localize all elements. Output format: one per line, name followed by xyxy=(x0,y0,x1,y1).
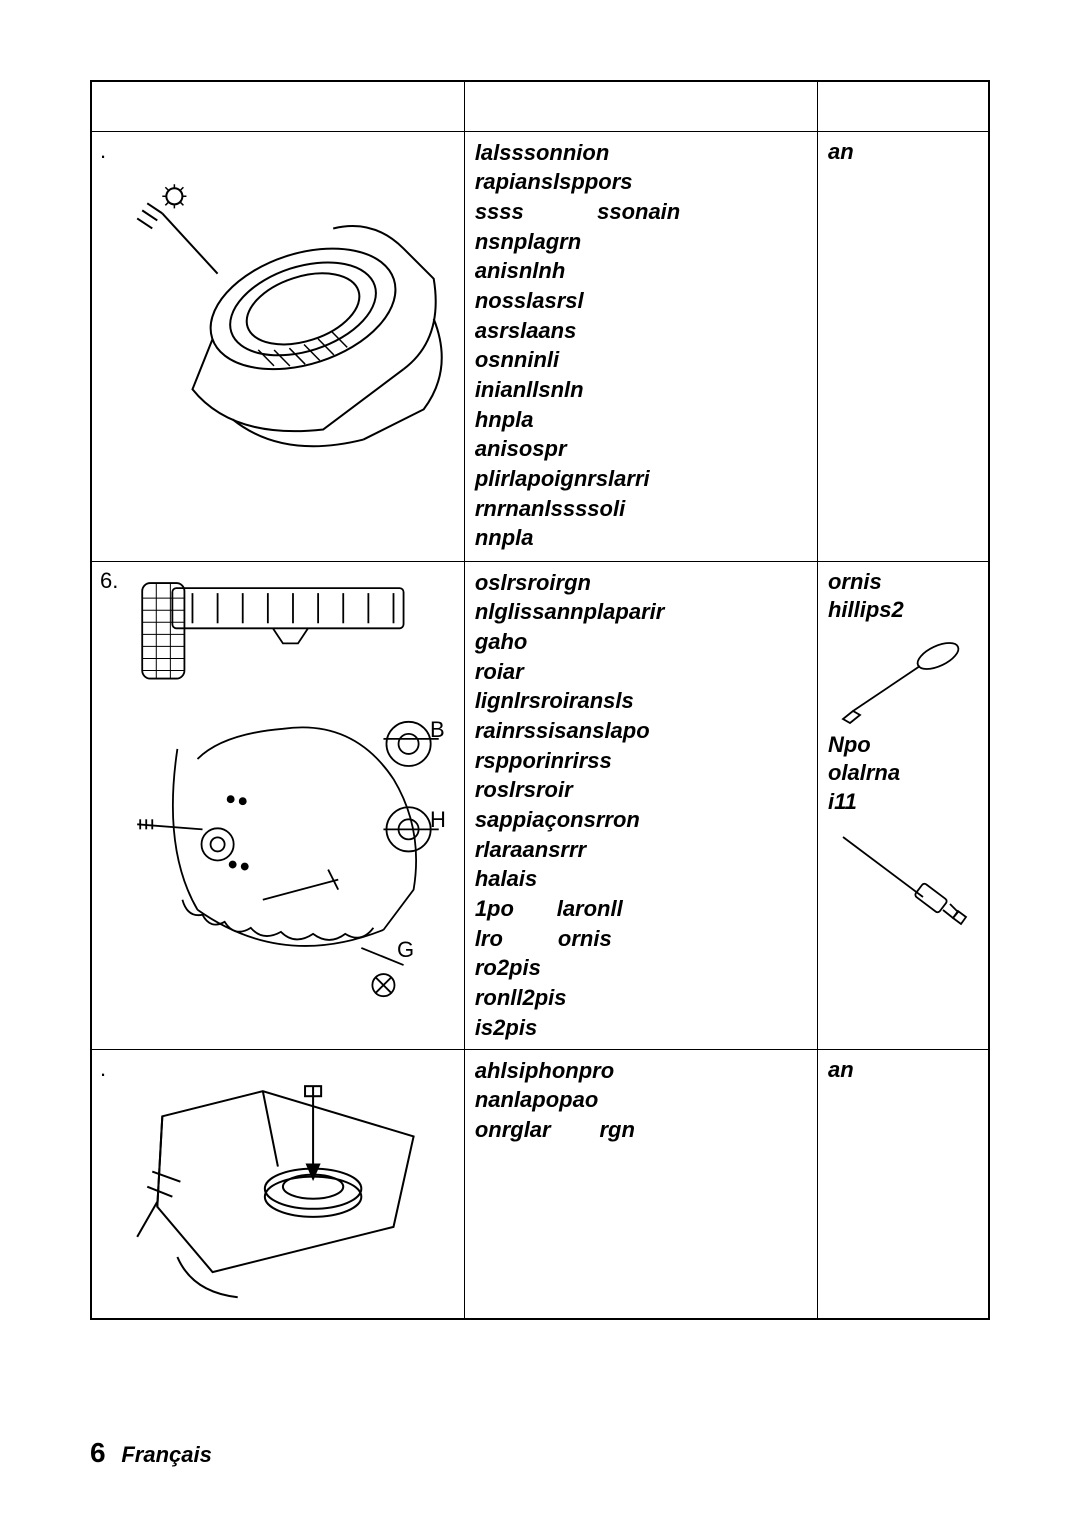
description-cell-7: ahlsiphonpro nanlapopao onrglar rgn xyxy=(464,1049,817,1319)
table-header-row xyxy=(91,81,989,131)
desc-line: gaho xyxy=(475,627,807,657)
footer-language: Français xyxy=(121,1442,212,1467)
desc-line: nsnplagrn xyxy=(475,227,807,257)
tool-cell-7: an xyxy=(817,1049,989,1319)
tool-line: an xyxy=(828,138,978,167)
desc-line: halais xyxy=(475,864,807,894)
illustration-cell-7: . xyxy=(91,1049,464,1319)
page-number: 6 xyxy=(90,1437,106,1468)
tool-line: olalrna xyxy=(828,759,978,788)
desc-line: roiar xyxy=(475,657,807,687)
desc-line: ro2pis xyxy=(475,953,807,983)
desc-line: plirlapoignrslarri xyxy=(475,464,807,494)
step-number: . xyxy=(100,1056,106,1082)
desc-line: asrslaans xyxy=(475,316,807,346)
fuel-cap-illustration-icon xyxy=(102,1056,454,1307)
tool-line: i11 xyxy=(828,788,978,817)
tool-line: ornis xyxy=(828,568,978,597)
desc-line: lignlrsroiransls xyxy=(475,686,807,716)
screwdriver-icon xyxy=(828,631,968,731)
header-tool xyxy=(817,81,989,131)
tool-cell-6: ornis hillips2 Npo olalrna i11 xyxy=(817,561,989,1049)
table-row: . xyxy=(91,131,989,561)
desc-line: rapianslsppors xyxy=(475,167,807,197)
desc-line: nanlapopao xyxy=(475,1085,807,1115)
illustration-cell-6: 6. xyxy=(91,561,464,1049)
desc-line: ssss ssonain xyxy=(475,197,807,227)
step-number: 6. xyxy=(100,568,118,594)
desc-line: lro ornis xyxy=(475,924,807,954)
page-footer: 6 Français xyxy=(90,1437,212,1469)
desc-line: osnninli xyxy=(475,345,807,375)
description-cell-5: lalsssonnion rapianslsppors ssss ssonain… xyxy=(464,131,817,561)
callout-label-h: H xyxy=(430,807,446,833)
tool-line: hillips2 xyxy=(828,596,978,625)
desc-line: nnpla xyxy=(475,523,807,553)
tool-line: an xyxy=(828,1056,978,1085)
header-illus xyxy=(91,81,464,131)
desc-line: is2pis xyxy=(475,1013,807,1043)
socket-wrench-icon xyxy=(828,822,968,932)
callout-label-g: G xyxy=(397,937,414,963)
desc-line: oslrsroirgn xyxy=(475,568,807,598)
desc-line: lalsssonnion xyxy=(475,138,807,168)
table-row: . ahlsiphonpro xyxy=(91,1049,989,1319)
desc-line: hnpla xyxy=(475,405,807,435)
description-cell-6: oslrsroirgn nlglissannplaparir gaho roia… xyxy=(464,561,817,1049)
desc-line: rlaraansrrr xyxy=(475,835,807,865)
desc-line: 1po laronll xyxy=(475,894,807,924)
callout-label-b: B xyxy=(430,717,445,743)
tool-cell-5: an xyxy=(817,131,989,561)
desc-line: rspporinrirss xyxy=(475,746,807,776)
desc-line: inianllsnln xyxy=(475,375,807,405)
desc-line: ronll2pis xyxy=(475,983,807,1013)
illustration-cell-5: . xyxy=(91,131,464,561)
tool-line: Npo xyxy=(828,731,978,760)
table-row: 6. xyxy=(91,561,989,1049)
desc-line: rnrnanlssssoli xyxy=(475,494,807,524)
desc-line: rainrssisanslapo xyxy=(475,716,807,746)
desc-line: nlglissannplaparir xyxy=(475,597,807,627)
desc-line: onrglar rgn xyxy=(475,1115,807,1145)
engine-illustration-icon xyxy=(102,138,454,540)
step-number: . xyxy=(100,138,106,164)
header-desc xyxy=(464,81,817,131)
desc-line: anisospr xyxy=(475,434,807,464)
desc-line: ahlsiphonpro xyxy=(475,1056,807,1086)
desc-line: roslrsroir xyxy=(475,775,807,805)
assembly-table: . xyxy=(90,80,990,1320)
desc-line: sappiaçonsrron xyxy=(475,805,807,835)
desc-line: nosslasrsl xyxy=(475,286,807,316)
desc-line: anisnlnh xyxy=(475,256,807,286)
